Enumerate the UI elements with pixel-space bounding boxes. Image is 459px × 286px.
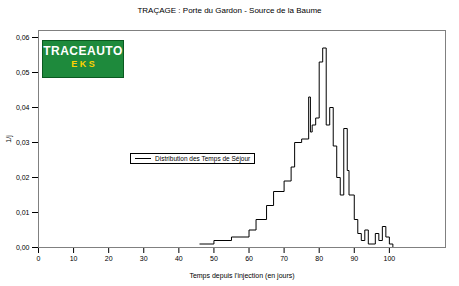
- svg-text:0,00: 0,00: [16, 244, 30, 251]
- svg-text:80: 80: [315, 255, 323, 262]
- svg-text:60: 60: [245, 255, 253, 262]
- svg-text:50: 50: [210, 255, 218, 262]
- svg-text:0,01: 0,01: [16, 209, 30, 216]
- svg-text:0,02: 0,02: [16, 174, 30, 181]
- svg-text:40: 40: [175, 255, 183, 262]
- svg-text:70: 70: [280, 255, 288, 262]
- svg-text:0: 0: [37, 255, 41, 262]
- svg-text:90: 90: [350, 255, 358, 262]
- svg-text:0,03: 0,03: [16, 139, 30, 146]
- svg-text:100: 100: [384, 255, 396, 262]
- svg-text:Temps depuis l'injection (en j: Temps depuis l'injection (en jours): [189, 272, 294, 280]
- svg-text:0,05: 0,05: [16, 69, 30, 76]
- svg-text:10: 10: [70, 255, 78, 262]
- svg-text:0,04: 0,04: [16, 104, 30, 111]
- html-text:TRACEAUTO: TRACEAUTO: [43, 44, 123, 58]
- html-text:E K S: E K S: [71, 59, 95, 69]
- svg-text:0,06: 0,06: [16, 34, 30, 41]
- html-text:Distribution des Temps de Séjo: Distribution des Temps de Séjour: [155, 155, 251, 162]
- svg-text:1/j: 1/j: [5, 135, 13, 143]
- html-text:TRAÇAGE : Porte du Gardon - So: TRAÇAGE : Porte du Gardon - Source de la…: [137, 6, 322, 15]
- svg-text:20: 20: [105, 255, 113, 262]
- svg-text:30: 30: [140, 255, 148, 262]
